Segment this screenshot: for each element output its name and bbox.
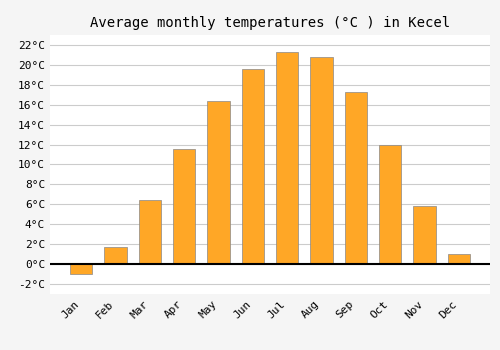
Title: Average monthly temperatures (°C ) in Kecel: Average monthly temperatures (°C ) in Ke…: [90, 16, 450, 30]
Bar: [344, 92, 367, 264]
Bar: [70, 264, 92, 274]
Bar: [276, 52, 298, 264]
Bar: [173, 148, 196, 264]
Bar: [104, 247, 126, 264]
Bar: [414, 206, 436, 264]
Bar: [242, 69, 264, 264]
Bar: [310, 57, 332, 264]
Bar: [448, 254, 470, 264]
Bar: [138, 200, 161, 264]
Bar: [208, 101, 230, 264]
Bar: [379, 145, 402, 264]
